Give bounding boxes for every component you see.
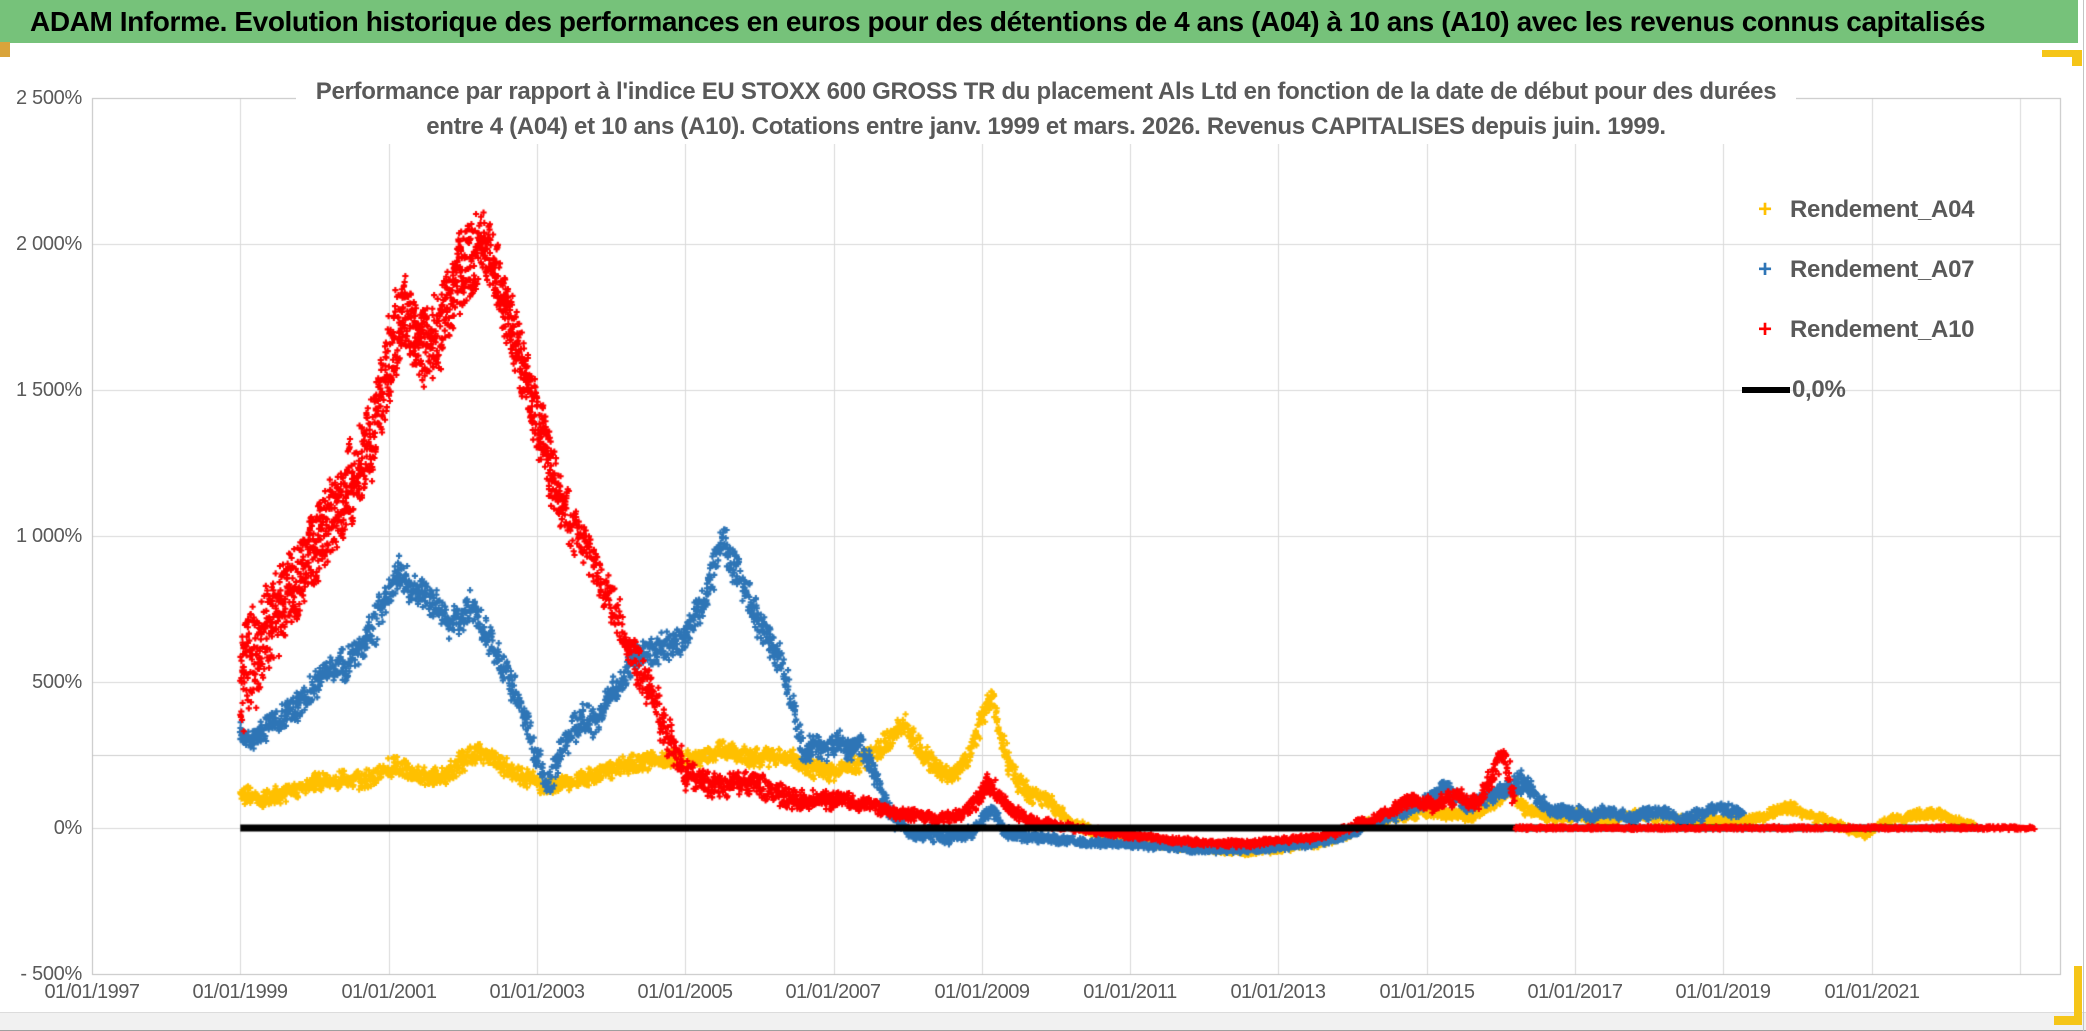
bottom-right-corner-marker-h <box>2054 1016 2082 1025</box>
plus-marker-icon: + <box>1757 316 1772 343</box>
x-tick-2021: 01/01/2021 <box>1824 981 1920 1003</box>
y-tick-2500: 2 500% <box>15 87 82 109</box>
chart-title-line1: Performance par rapport à l'indice EU ST… <box>315 78 1777 105</box>
line-swatch-icon <box>1742 387 1790 393</box>
x-tick-2019: 01/01/2019 <box>1675 981 1771 1003</box>
y-tick-2000: 2 000% <box>15 233 82 255</box>
y-tick-1500: 1 500% <box>15 379 82 401</box>
plus-marker-icon: + <box>1757 256 1772 283</box>
x-tick-2005: 01/01/2005 <box>637 981 733 1003</box>
bottom-scroll-strip <box>0 1012 2086 1031</box>
y-tick-500: 500% <box>32 671 82 693</box>
y-tick-1000: 1 000% <box>15 525 82 547</box>
legend-item-zero-line: 0,0% <box>1742 376 1846 404</box>
window-edge-line <box>2083 0 2084 1031</box>
x-tick-2013: 01/01/2013 <box>1230 981 1326 1003</box>
x-tick-1999: 01/01/1999 <box>192 981 288 1003</box>
x-tick-2003: 01/01/2003 <box>489 981 585 1003</box>
y-tick-0: 0% <box>53 817 83 839</box>
chart-title-line2: entre 4 (A04) et 10 ans (A10). Cotations… <box>426 113 1666 140</box>
x-tick-2015: 01/01/2015 <box>1379 981 1475 1003</box>
legend-item-rendement-a10: + Rendement_A10 <box>1742 316 1974 344</box>
legend-label: 0,0% <box>1792 376 1846 403</box>
x-tick-2009: 01/01/2009 <box>934 981 1030 1003</box>
x-tick-2001: 01/01/2001 <box>341 981 437 1003</box>
plus-marker-icon: + <box>1757 196 1772 223</box>
x-tick-1997: 01/01/1997 <box>44 981 140 1003</box>
top-right-corner-marker-h <box>2042 50 2082 57</box>
x-tick-2017: 01/01/2017 <box>1527 981 1623 1003</box>
header-banner: ADAM Informe. Evolution historique des p… <box>0 0 2078 43</box>
chart-title: Performance par rapport à l'indice EU ST… <box>296 74 1796 144</box>
header-banner-text: ADAM Informe. Evolution historique des p… <box>30 6 1986 37</box>
left-corner-marker <box>0 42 10 57</box>
legend-label: Rendement_A07 <box>1790 256 1975 283</box>
bottom-right-corner-marker-v <box>2074 966 2082 1024</box>
legend-label: Rendement_A04 <box>1790 196 1975 223</box>
y-tick-neg500: - 500% <box>20 963 82 985</box>
legend-item-rendement-a04: + Rendement_A04 <box>1742 196 1974 224</box>
x-tick-2011: 01/01/2011 <box>1083 981 1177 1003</box>
legend-item-rendement-a07: + Rendement_A07 <box>1742 256 1974 284</box>
top-right-corner-marker-v <box>2072 50 2082 66</box>
x-tick-2007: 01/01/2007 <box>785 981 881 1003</box>
legend-label: Rendement_A10 <box>1790 316 1975 343</box>
